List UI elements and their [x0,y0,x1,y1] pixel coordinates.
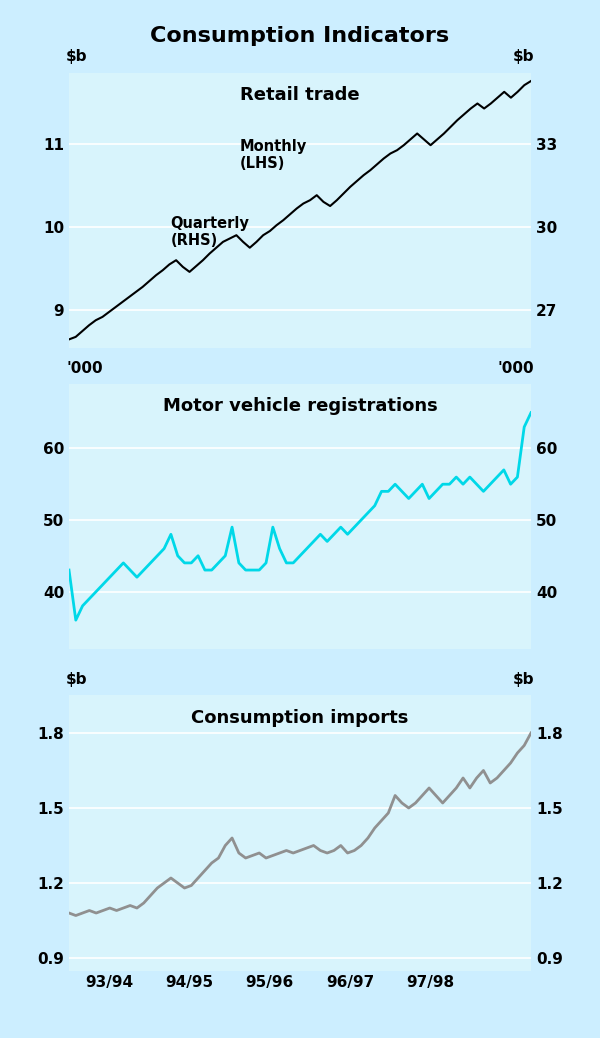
Text: Consumption Indicators: Consumption Indicators [151,26,449,46]
Text: '000: '000 [66,361,103,376]
Text: $b: $b [512,673,534,687]
Text: '000: '000 [497,361,534,376]
Text: $b: $b [66,673,88,687]
Text: $b: $b [512,50,534,64]
Text: Monthly
(LHS): Monthly (LHS) [240,139,307,171]
Text: Quarterly
(RHS): Quarterly (RHS) [170,216,250,248]
Text: $b: $b [66,50,88,64]
Text: Consumption imports: Consumption imports [191,709,409,728]
Text: Retail trade: Retail trade [240,86,360,105]
Text: Motor vehicle registrations: Motor vehicle registrations [163,398,437,415]
